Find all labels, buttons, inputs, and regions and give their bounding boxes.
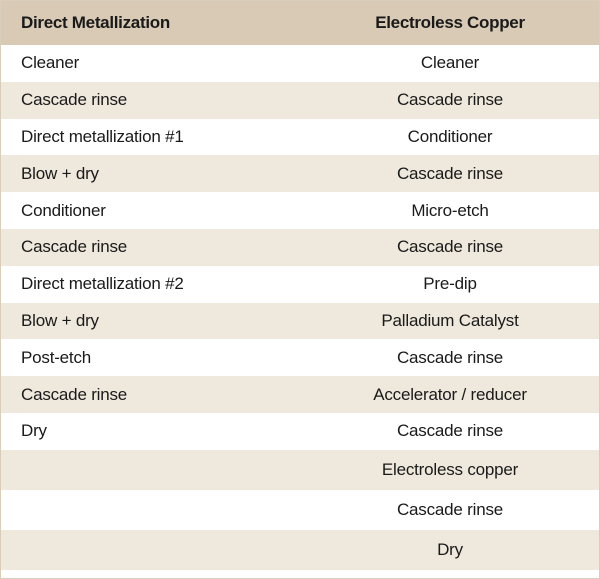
cell-electroless-copper: Cascade rinse <box>396 90 504 110</box>
cell-electroless-copper: Pre-dip <box>423 274 477 294</box>
cell-direct-metallization <box>1 530 301 570</box>
cell-direct-metallization: Blow + dry <box>21 163 99 183</box>
table-row: Dry <box>1 529 599 570</box>
cell-electroless-copper: Micro-etch <box>411 200 489 220</box>
table-body: Cleaner Cleaner Cascade rinse Cascade ri… <box>1 45 599 570</box>
cell-direct-metallization: Direct metallization #1 <box>21 126 184 146</box>
cell-direct-metallization: Cleaner <box>21 53 80 73</box>
table-row: Blow + dry Palladium Catalyst <box>1 302 599 340</box>
table-row: Dry Cascade rinse <box>1 412 599 450</box>
table-row: Direct metallization #2 Pre-dip <box>1 265 599 303</box>
cell-direct-metallization: Blow + dry <box>21 310 99 330</box>
table-row: Direct metallization #1 Conditioner <box>1 118 599 156</box>
cell-direct-metallization: Post-etch <box>21 347 92 367</box>
cell-direct-metallization: Dry <box>21 421 47 441</box>
cell-direct-metallization <box>1 450 301 490</box>
table-row: Electroless copper <box>1 449 599 490</box>
process-comparison-table: Direct Metallization Electroless Copper … <box>1 1 599 570</box>
cell-electroless-copper: Cascade rinse <box>396 347 504 367</box>
cell-direct-metallization: Cascade rinse <box>21 90 128 110</box>
cell-electroless-copper: Conditioner <box>407 126 493 146</box>
cell-electroless-copper: Palladium Catalyst <box>381 310 519 330</box>
table-row: Cascade rinse Cascade rinse <box>1 81 599 119</box>
cell-electroless-copper: Dry <box>437 539 463 559</box>
header-row: Direct Metallization Electroless Copper <box>1 1 599 45</box>
table-row: Cascade rinse Accelerator / reducer <box>1 376 599 413</box>
cell-electroless-copper: Cascade rinse <box>396 421 504 441</box>
table-row: Blow + dry Cascade rinse <box>1 155 599 193</box>
cell-electroless-copper: Cascade rinse <box>396 237 504 257</box>
cell-electroless-copper: Accelerator / reducer <box>373 384 527 404</box>
cell-direct-metallization: Cascade rinse <box>21 384 128 404</box>
cell-electroless-copper: Electroless copper <box>381 459 519 479</box>
table-row: Cleaner Cleaner <box>1 45 599 82</box>
header-electroless-copper: Electroless Copper <box>375 13 525 32</box>
cell-electroless-copper: Cleaner <box>420 53 480 73</box>
cell-electroless-copper: Cascade rinse <box>396 499 504 519</box>
table-row: Conditioner Micro-etch <box>1 192 599 229</box>
table-row: Cascade rinse Cascade rinse <box>1 228 599 266</box>
table-row: Post-etch Cascade rinse <box>1 339 599 377</box>
cell-direct-metallization <box>1 490 301 530</box>
header-direct-metallization: Direct Metallization <box>21 13 170 32</box>
cell-electroless-copper: Cascade rinse <box>396 163 504 183</box>
cell-direct-metallization: Cascade rinse <box>21 237 128 257</box>
table-header: Direct Metallization Electroless Copper <box>1 1 599 45</box>
table-row: Cascade rinse <box>1 489 599 530</box>
cell-direct-metallization: Conditioner <box>21 200 106 220</box>
cell-direct-metallization: Direct metallization #2 <box>21 274 184 294</box>
